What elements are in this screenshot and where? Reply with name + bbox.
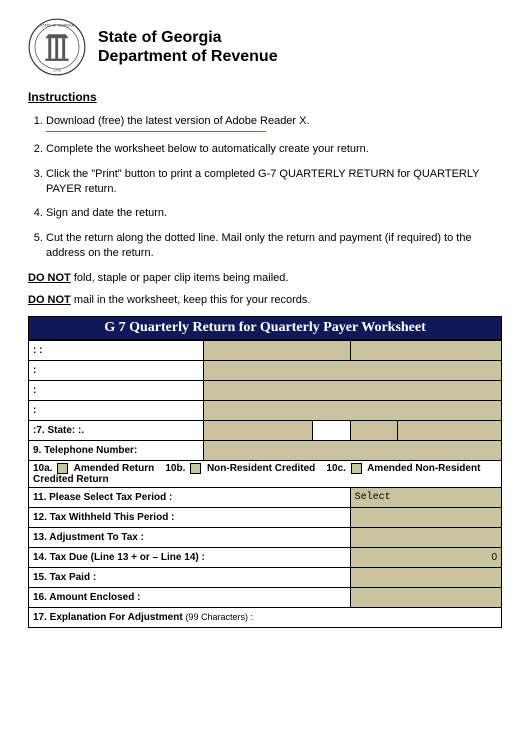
row9-label: 9. Telephone Number: xyxy=(29,440,204,460)
do-not-prefix: DO NOT xyxy=(28,294,71,306)
tax-due-value: 0 xyxy=(350,547,501,567)
worksheet-table: : : : : : :7. State: :. 9. Telephone Num… xyxy=(28,340,502,628)
row9-phone-input[interactable] xyxy=(204,440,502,460)
row-top-input-2[interactable] xyxy=(350,340,501,360)
row12-label: 12. Tax Withheld This Period : xyxy=(29,507,351,527)
tax-withheld-input[interactable] xyxy=(350,507,501,527)
svg-text:STATE OF GEORGIA: STATE OF GEORGIA xyxy=(40,24,74,28)
row14-label: 14. Tax Due (Line 13 + or – Line 14) : xyxy=(29,547,351,567)
row10b-label: 10b. xyxy=(165,463,185,474)
page-header: STATE OF GEORGIA 1776 State of Georgia D… xyxy=(28,18,502,76)
row-colon-input[interactable] xyxy=(204,380,502,400)
title-block: State of Georgia Department of Revenue xyxy=(98,28,278,66)
amount-enclosed-input[interactable] xyxy=(350,587,501,607)
state-name: State of Georgia xyxy=(98,28,278,47)
amended-return-checkbox[interactable] xyxy=(57,463,68,474)
row-colon-label: : xyxy=(29,380,204,400)
instruction-item: Complete the worksheet below to automati… xyxy=(46,142,502,157)
row7-input-2[interactable] xyxy=(350,420,397,440)
instruction-item: Sign and date the return. xyxy=(46,206,502,221)
do-not-fold: DO NOT fold, staple or paper clip items … xyxy=(28,271,502,285)
do-not-prefix: DO NOT xyxy=(28,272,71,284)
instruction-item: Cut the return along the dotted line. Ma… xyxy=(46,231,502,261)
row7-label: :7. State: :. xyxy=(29,420,204,440)
row-colon-label: : xyxy=(29,360,204,380)
row17-text: 17. Explanation For Adjustment xyxy=(33,612,185,623)
row15-label: 15. Tax Paid : xyxy=(29,567,351,587)
row7-input-state[interactable] xyxy=(204,420,313,440)
row10c-label: 10c. xyxy=(326,463,345,474)
instruction-text: Download (free) the latest version of Ad… xyxy=(46,115,310,127)
adjustment-input[interactable] xyxy=(350,527,501,547)
instructions-list: Download (free) the latest version of Ad… xyxy=(28,114,502,261)
instruction-item: Click the "Print" button to print a comp… xyxy=(46,167,502,197)
row7-input-3[interactable] xyxy=(397,420,501,440)
row-colon-label: : xyxy=(29,400,204,420)
row-colon-input[interactable] xyxy=(204,360,502,380)
worksheet-title: G 7 Quarterly Return for Quarterly Payer… xyxy=(28,316,502,340)
row7-spacer xyxy=(312,420,350,440)
row16-label: 16. Amount Enclosed : xyxy=(29,587,351,607)
row11-label: 11. Please Select Tax Period : xyxy=(29,487,351,507)
row10a-label: 10a. xyxy=(33,463,52,474)
amended-nonresident-checkbox[interactable] xyxy=(351,463,362,474)
row10-checkbox-row: 10a. Amended Return 10b. Non-Resident Cr… xyxy=(29,460,502,487)
row-top-label: : : xyxy=(29,340,204,360)
link-underline[interactable] xyxy=(46,131,266,132)
svg-text:1776: 1776 xyxy=(53,68,61,72)
row-top-input-1[interactable] xyxy=(204,340,351,360)
row10a-text: Amended Return xyxy=(74,463,155,474)
instructions-heading: Instructions xyxy=(28,90,502,104)
state-seal-icon: STATE OF GEORGIA 1776 xyxy=(28,18,86,76)
do-not-rest: mail in the worksheet, keep this for you… xyxy=(71,294,311,306)
instruction-item: Download (free) the latest version of Ad… xyxy=(46,114,502,132)
row-colon-input[interactable] xyxy=(204,400,502,420)
tax-period-select[interactable]: Select xyxy=(350,487,501,507)
nonresident-credited-checkbox[interactable] xyxy=(190,463,201,474)
department-name: Department of Revenue xyxy=(98,47,278,66)
do-not-mail: DO NOT mail in the worksheet, keep this … xyxy=(28,293,502,307)
row17-label: 17. Explanation For Adjustment (99 Chara… xyxy=(29,607,502,627)
tax-paid-input[interactable] xyxy=(350,567,501,587)
row17-note: (99 Characters) : xyxy=(185,612,253,622)
row13-label: 13. Adjustment To Tax : xyxy=(29,527,351,547)
row10b-text: Non-Resident Credited xyxy=(207,463,315,474)
do-not-rest: fold, staple or paper clip items being m… xyxy=(71,272,289,284)
